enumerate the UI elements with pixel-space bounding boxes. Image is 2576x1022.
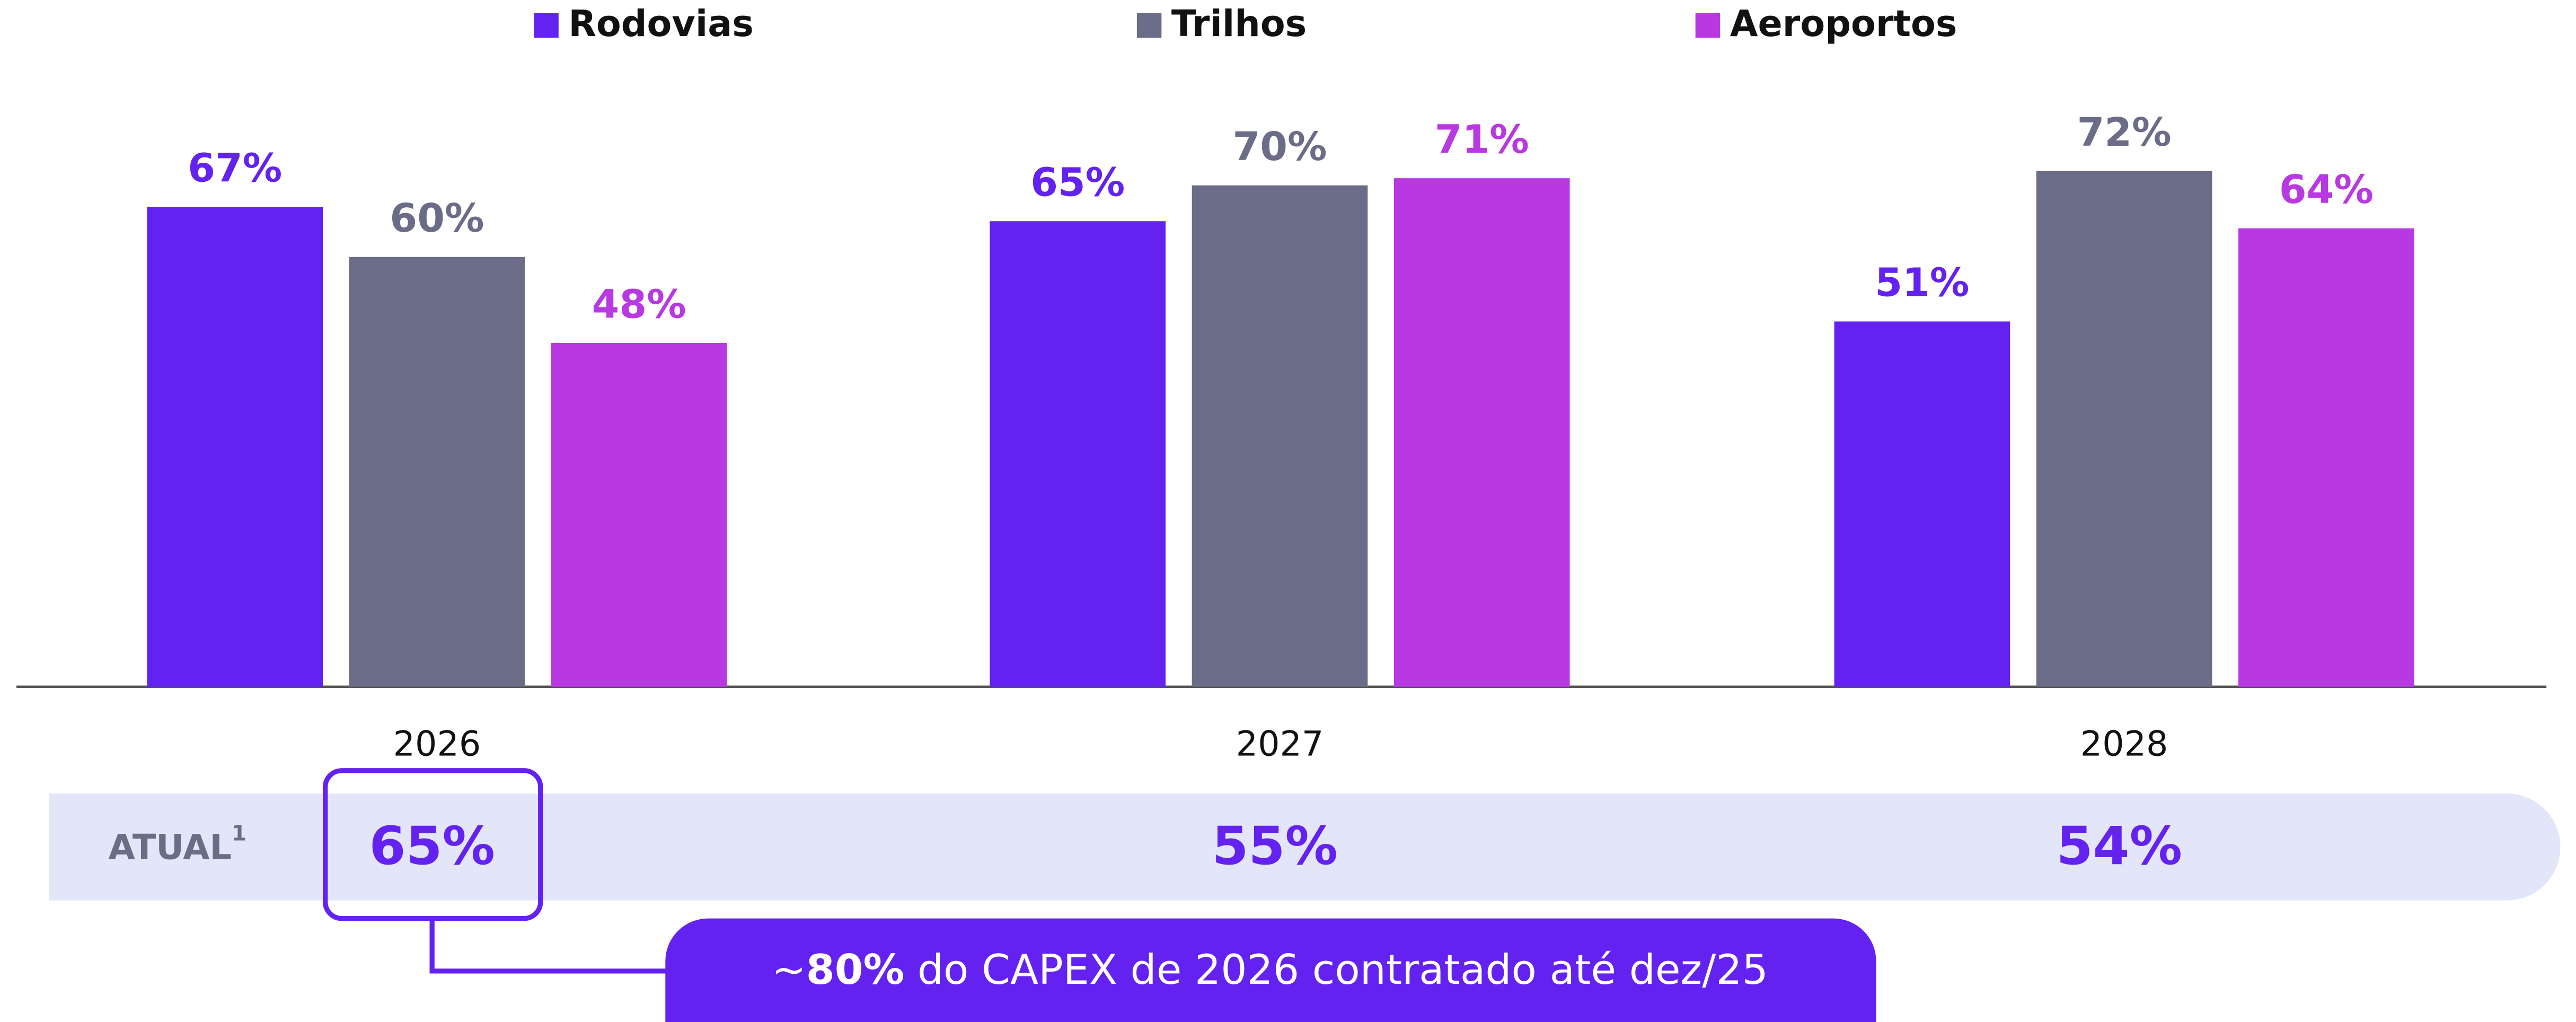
summary-label-text: ATUAL xyxy=(109,828,232,868)
bar xyxy=(1393,178,1570,687)
footnote-marker: 1 xyxy=(232,821,246,846)
bar xyxy=(1192,185,1368,687)
x-tick-label: 2027 xyxy=(1236,724,1324,764)
summary-band xyxy=(49,794,2561,901)
data-label: 51% xyxy=(1875,260,1969,306)
data-label: 72% xyxy=(2077,109,2172,155)
callout-rest: do CAPEX de 2026 contratado até dez/25 xyxy=(904,946,1768,994)
legend-swatch xyxy=(534,13,559,38)
data-label: 48% xyxy=(592,281,686,327)
data-label: 67% xyxy=(188,145,282,191)
data-label: 71% xyxy=(1435,116,1529,162)
legend-swatch xyxy=(1136,13,1162,38)
callout-text: ~80% do CAPEX de 2026 contratado até dez… xyxy=(772,946,1768,994)
callout-prefix: ~ xyxy=(772,946,806,994)
x-tick-label: 2028 xyxy=(2080,724,2168,764)
bar xyxy=(2238,228,2414,687)
summary-value: 55% xyxy=(1212,816,1338,877)
data-label: 64% xyxy=(2279,166,2374,213)
summary-value: 65% xyxy=(369,816,495,877)
connector xyxy=(429,918,674,974)
bar xyxy=(2036,171,2212,687)
bar xyxy=(551,342,727,687)
summary-label: ATUAL1 xyxy=(109,821,246,868)
bar xyxy=(147,207,323,687)
data-label: 60% xyxy=(390,195,484,241)
data-label: 65% xyxy=(1030,160,1125,206)
bar xyxy=(1834,321,2010,687)
callout-box xyxy=(665,918,1876,1022)
data-label: 70% xyxy=(1232,124,1327,170)
x-tick-label: 2026 xyxy=(393,724,481,764)
bar xyxy=(990,221,1166,687)
legend-label: Aeroportos xyxy=(1730,3,1957,45)
bar xyxy=(349,257,525,687)
legend-label: Trilhos xyxy=(1171,3,1307,45)
callout-bold: 80% xyxy=(806,946,904,994)
summary-value: 54% xyxy=(2057,816,2182,877)
legend-label: Rodovias xyxy=(568,3,753,45)
legend-swatch xyxy=(1695,13,1721,38)
